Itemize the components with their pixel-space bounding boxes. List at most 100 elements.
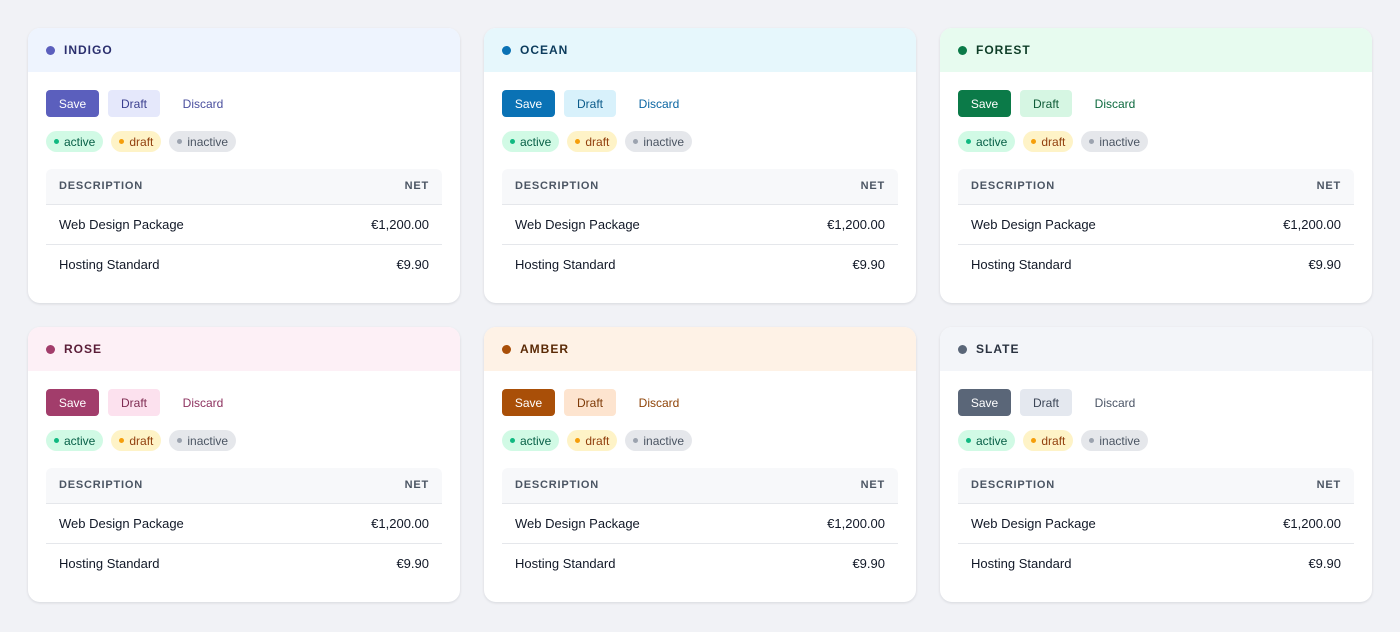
discard-button[interactable]: Discard [169,389,237,416]
dot-icon [633,139,639,144]
card-slate: SLATE Save Draft Discard active draft in… [940,327,1372,602]
card-title: INDIGO [64,43,113,57]
card-header: FOREST [940,28,1372,72]
status-dot-icon [958,45,967,55]
line-items-table: DESCRIPTION NET Web Design Package €1,20… [502,169,898,284]
action-bar: Save Draft Discard [958,389,1354,416]
dot-icon [966,438,971,443]
save-button[interactable]: Save [46,90,99,117]
cell-description: Hosting Standard [515,256,616,272]
cell-net: €9.90 [1308,256,1341,272]
cell-net: €1,200.00 [1212,503,1354,544]
table-header-row: DESCRIPTION NET [502,468,898,504]
card-title: FOREST [976,43,1031,57]
status-dot-icon [46,344,55,354]
status-badge-active: active [502,430,560,451]
draft-button[interactable]: Draft [564,90,616,117]
discard-button[interactable]: Discard [1081,389,1149,416]
table-header-row: DESCRIPTION NET [958,169,1354,205]
discard-button[interactable]: Discard [625,389,693,416]
table-row: Web Design Package €1,200.00 [958,204,1354,245]
status-badge-draft: draft [567,430,618,451]
status-badge-inactive: inactive [625,131,693,152]
action-bar: Save Draft Discard [958,90,1354,117]
discard-button[interactable]: Discard [1081,90,1149,117]
status-badge-inactive: inactive [625,430,693,451]
status-badge-inactive: inactive [1081,430,1149,451]
save-button[interactable]: Save [46,389,99,416]
card-rose: ROSE Save Draft Discard active draft ina… [28,327,460,602]
badge-label: draft [585,134,610,149]
card-forest: FOREST Save Draft Discard active draft i… [940,28,1372,303]
discard-button[interactable]: Discard [169,90,237,117]
line-items-table: DESCRIPTION NET Web Design Package €1,20… [958,468,1354,583]
table-header-row: DESCRIPTION NET [502,169,898,205]
card-header: AMBER [484,327,916,371]
line-items-table: DESCRIPTION NET Web Design Package €1,20… [502,468,898,583]
card-header: SLATE [940,327,1372,371]
status-badge-draft: draft [1023,131,1074,152]
save-button[interactable]: Save [502,389,555,416]
status-badge-draft: draft [111,131,162,152]
discard-button[interactable]: Discard [625,90,693,117]
table-row: Hosting Standard €9.90 [502,543,898,583]
card-header: INDIGO [28,28,460,72]
draft-button[interactable]: Draft [108,90,160,117]
draft-button[interactable]: Draft [1020,90,1072,117]
line-items-table: DESCRIPTION NET Web Design Package €1,20… [958,169,1354,284]
status-badge-active: active [502,131,560,152]
cell-net: €9.90 [852,256,885,272]
cell-net: €9.90 [396,256,429,272]
column-header-description: DESCRIPTION [502,468,757,504]
cell-description: Web Design Package [502,204,757,245]
status-badge-active: active [958,131,1016,152]
card-grid: INDIGO Save Draft Discard active draft i… [28,28,1372,602]
badge-label: inactive [1099,433,1141,448]
status-badges: active draft inactive [502,430,898,451]
cell-description: Web Design Package [502,503,757,544]
save-button[interactable]: Save [958,90,1011,117]
column-header-description: DESCRIPTION [958,169,1213,205]
cell-net: €1,200.00 [300,503,442,544]
table-row: Web Design Package €1,200.00 [502,503,898,544]
action-bar: Save Draft Discard [46,389,442,416]
dot-icon [119,139,125,144]
badge-label: draft [1041,433,1066,448]
badge-label: active [976,433,1008,448]
table-header-row: DESCRIPTION NET [958,468,1354,504]
dot-icon [54,139,59,144]
table-header-row: DESCRIPTION NET [46,468,442,504]
cell-description: Web Design Package [46,204,301,245]
dot-icon [54,438,59,443]
card-header: ROSE [28,327,460,371]
save-button[interactable]: Save [958,389,1011,416]
badge-label: active [520,433,552,448]
column-header-description: DESCRIPTION [502,169,757,205]
status-badge-active: active [46,430,104,451]
action-bar: Save Draft Discard [502,90,898,117]
column-header-net: NET [1212,169,1354,205]
card-title: ROSE [64,342,103,356]
table-row: Hosting Standard €9.90 [46,543,442,583]
badge-label: inactive [1099,134,1141,149]
badge-label: active [520,134,552,149]
dot-icon [1089,139,1095,144]
badge-label: draft [1041,134,1066,149]
status-badge-draft: draft [111,430,162,451]
column-header-description: DESCRIPTION [46,169,301,205]
status-badge-draft: draft [567,131,618,152]
draft-button[interactable]: Draft [564,389,616,416]
save-button[interactable]: Save [502,90,555,117]
card-title: AMBER [520,342,569,356]
badge-label: active [64,433,96,448]
draft-button[interactable]: Draft [1020,389,1072,416]
cell-description: Web Design Package [46,503,301,544]
badge-label: draft [129,433,154,448]
cell-net: €1,200.00 [300,204,442,245]
cell-description: Web Design Package [958,503,1213,544]
dot-icon [575,139,581,144]
status-badge-active: active [958,430,1016,451]
status-badges: active draft inactive [46,131,442,152]
draft-button[interactable]: Draft [108,389,160,416]
badge-label: inactive [187,134,229,149]
